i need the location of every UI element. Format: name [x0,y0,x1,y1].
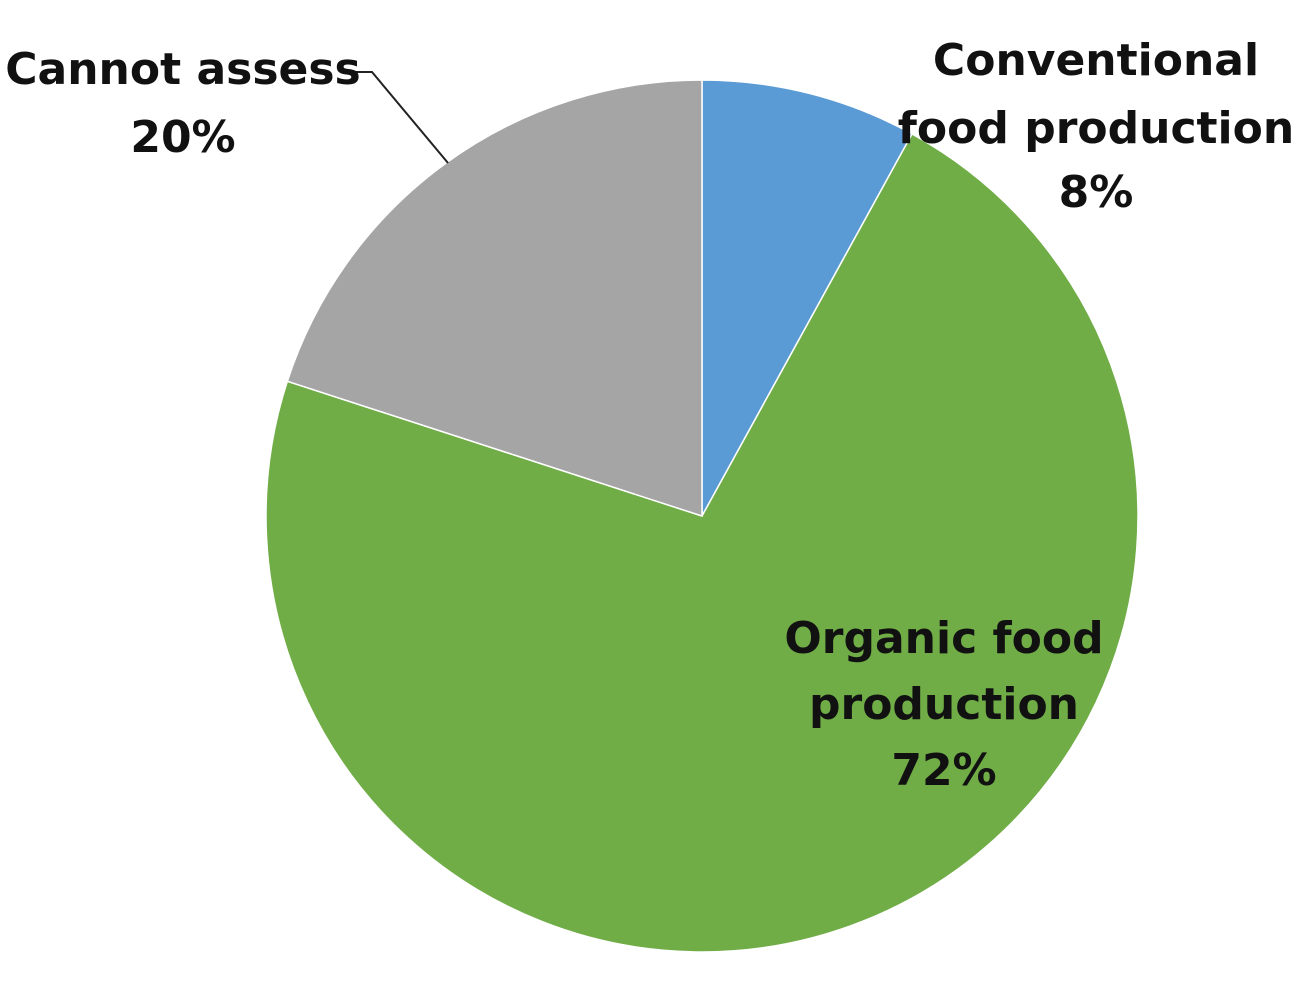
slice-3-name-label: Cannot assess [5,44,361,95]
slice-3-percent-label: 20% [130,112,235,163]
pie-slice-1 [701,79,914,517]
slice-3-leader-line [345,71,449,164]
slice-1-name-label: food production [898,103,1294,154]
slice-2-percent-label: 72% [891,745,996,796]
slice-1-percent-label: 8% [1059,167,1134,218]
slice-labels: Conventional food production 8% Organic foo… [5,35,1294,796]
slice-2-name-label: production [809,679,1079,730]
pie-slice-2 [265,132,1139,953]
leader-lines [345,71,449,164]
pie-slice-3 [286,79,703,518]
slice-2-name-label: Organic food [784,613,1103,664]
slice-1-name-label: Conventional [933,35,1259,86]
pie-slices [265,79,1139,953]
